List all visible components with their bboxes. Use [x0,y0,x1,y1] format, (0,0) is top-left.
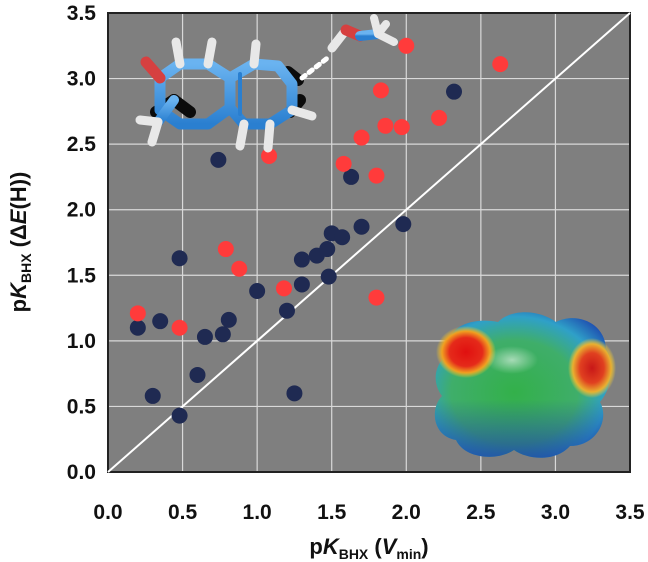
data-point [334,229,351,246]
series-0 [129,83,463,424]
data-point [431,109,448,126]
data-point [353,218,370,235]
series-1 [129,37,509,336]
data-point [214,326,231,343]
y-tick-label: 0.5 [67,395,97,418]
data-point [249,283,266,300]
data-point [152,313,169,330]
data-point [393,119,410,136]
data-point [293,276,310,293]
x-axis-title: pKBHX (Vmin) [309,534,428,562]
data-point [368,289,385,306]
data-point [320,268,337,285]
data-point [372,82,389,99]
y-axis-title: pKBHX (ΔE(H)) [6,172,34,313]
x-tick-label: 1.0 [243,501,272,524]
x-tick-label: 0.0 [93,501,122,524]
x-tick-label: 0.5 [168,501,198,524]
data-point [171,407,188,424]
y-tick-label: 1.0 [67,330,96,353]
data-point [398,37,415,54]
data-point [261,147,278,164]
data-point [368,167,385,184]
data-point [217,241,234,258]
molecule-structure-image [135,14,398,153]
y-tick-label: 3.0 [67,68,96,91]
electrostatic-potential-surface-image [434,312,616,458]
data-point [220,311,237,328]
data-point [377,117,394,134]
x-tick-label: 3.0 [541,501,570,524]
data-point [129,319,146,336]
y-tick-label: 1.5 [67,264,97,287]
data-point [210,151,227,168]
y-tick-label: 0.0 [67,461,96,484]
data-point [275,280,292,297]
x-tick-label: 1.5 [317,501,347,524]
y-tick-label: 2.5 [67,133,97,156]
data-point [129,305,146,322]
data-point [286,385,303,402]
x-tick-label: 2.5 [466,501,496,524]
data-point [293,251,310,268]
y-tick-label: 3.5 [67,2,97,25]
data-point [319,241,336,258]
x-tick-label: 2.0 [392,501,421,524]
data-point [353,129,370,146]
data-point [446,83,463,100]
plot-frame [107,12,631,473]
y-tick-label: 2.0 [67,199,96,222]
data-point [278,302,295,319]
data-point [171,319,188,336]
data-point [343,168,360,185]
data-point [395,216,412,233]
data-point [335,155,352,172]
data-point [144,387,161,404]
data-point [231,260,248,277]
data-point [196,328,213,345]
data-point [492,56,509,73]
data-point [171,250,188,267]
data-point [189,366,206,383]
x-tick-label: 3.5 [615,501,645,524]
identity-line [107,12,631,473]
